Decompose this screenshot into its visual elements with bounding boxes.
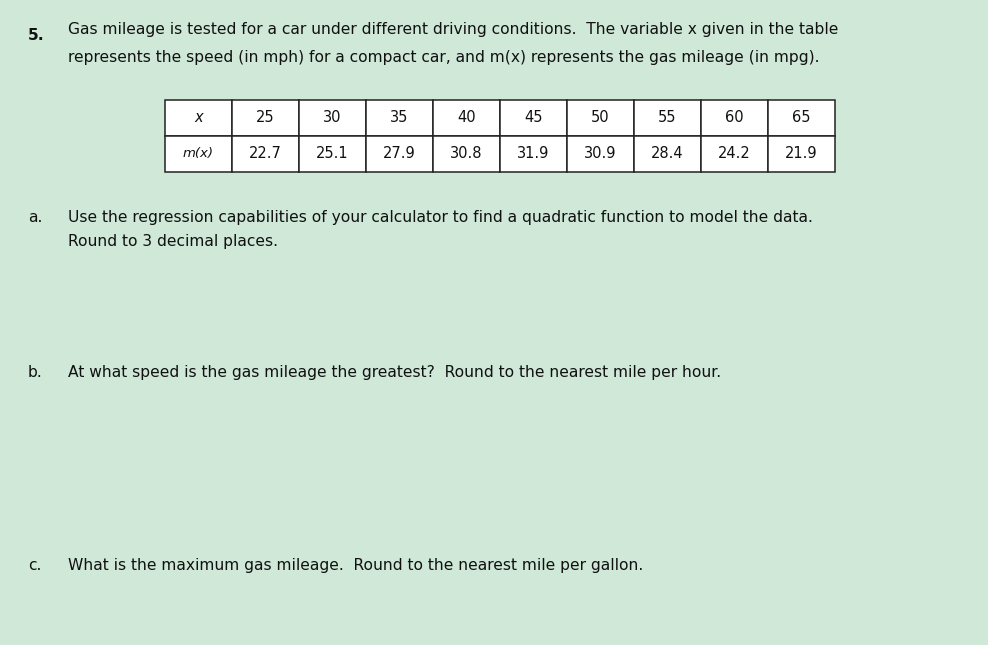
Text: 24.2: 24.2 <box>718 146 751 161</box>
Bar <box>299 136 366 172</box>
Bar <box>567 100 634 136</box>
Bar <box>433 100 500 136</box>
Text: 45: 45 <box>525 110 542 126</box>
Text: m(x): m(x) <box>183 148 214 161</box>
Bar <box>366 100 433 136</box>
Text: Gas mileage is tested for a car under different driving conditions.  The variabl: Gas mileage is tested for a car under di… <box>68 22 839 37</box>
Bar <box>701 136 768 172</box>
Text: 28.4: 28.4 <box>651 146 684 161</box>
Bar <box>299 100 366 136</box>
Text: Round to 3 decimal places.: Round to 3 decimal places. <box>68 234 278 249</box>
Text: 60: 60 <box>725 110 744 126</box>
Text: 30.8: 30.8 <box>451 146 483 161</box>
Text: 30: 30 <box>323 110 342 126</box>
Text: 22.7: 22.7 <box>249 146 282 161</box>
Bar <box>768 100 835 136</box>
Bar <box>433 136 500 172</box>
Bar <box>165 136 232 172</box>
Text: 21.9: 21.9 <box>785 146 818 161</box>
Bar <box>701 100 768 136</box>
Text: 5.: 5. <box>28 28 44 43</box>
Text: At what speed is the gas mileage the greatest?  Round to the nearest mile per ho: At what speed is the gas mileage the gre… <box>68 365 721 380</box>
Text: 25.1: 25.1 <box>316 146 349 161</box>
Text: What is the maximum gas mileage.  Round to the nearest mile per gallon.: What is the maximum gas mileage. Round t… <box>68 558 643 573</box>
Text: 65: 65 <box>792 110 811 126</box>
Bar <box>768 136 835 172</box>
Bar <box>634 136 701 172</box>
Text: 30.9: 30.9 <box>584 146 617 161</box>
Bar <box>500 100 567 136</box>
Text: 25: 25 <box>256 110 275 126</box>
Text: represents the speed (in mph) for a compact car, and m(x) represents the gas mil: represents the speed (in mph) for a comp… <box>68 50 819 65</box>
Bar <box>232 100 299 136</box>
Bar <box>232 136 299 172</box>
Text: a.: a. <box>28 210 42 225</box>
Text: 31.9: 31.9 <box>518 146 549 161</box>
Text: 35: 35 <box>390 110 409 126</box>
Text: b.: b. <box>28 365 42 380</box>
Bar <box>165 100 232 136</box>
Text: 55: 55 <box>658 110 677 126</box>
Text: x: x <box>195 110 203 126</box>
Text: 27.9: 27.9 <box>383 146 416 161</box>
Text: 50: 50 <box>591 110 610 126</box>
Bar <box>500 136 567 172</box>
Text: 40: 40 <box>457 110 476 126</box>
Text: c.: c. <box>28 558 41 573</box>
Bar <box>634 100 701 136</box>
Bar <box>567 136 634 172</box>
Bar <box>366 136 433 172</box>
Text: Use the regression capabilities of your calculator to find a quadratic function : Use the regression capabilities of your … <box>68 210 813 225</box>
